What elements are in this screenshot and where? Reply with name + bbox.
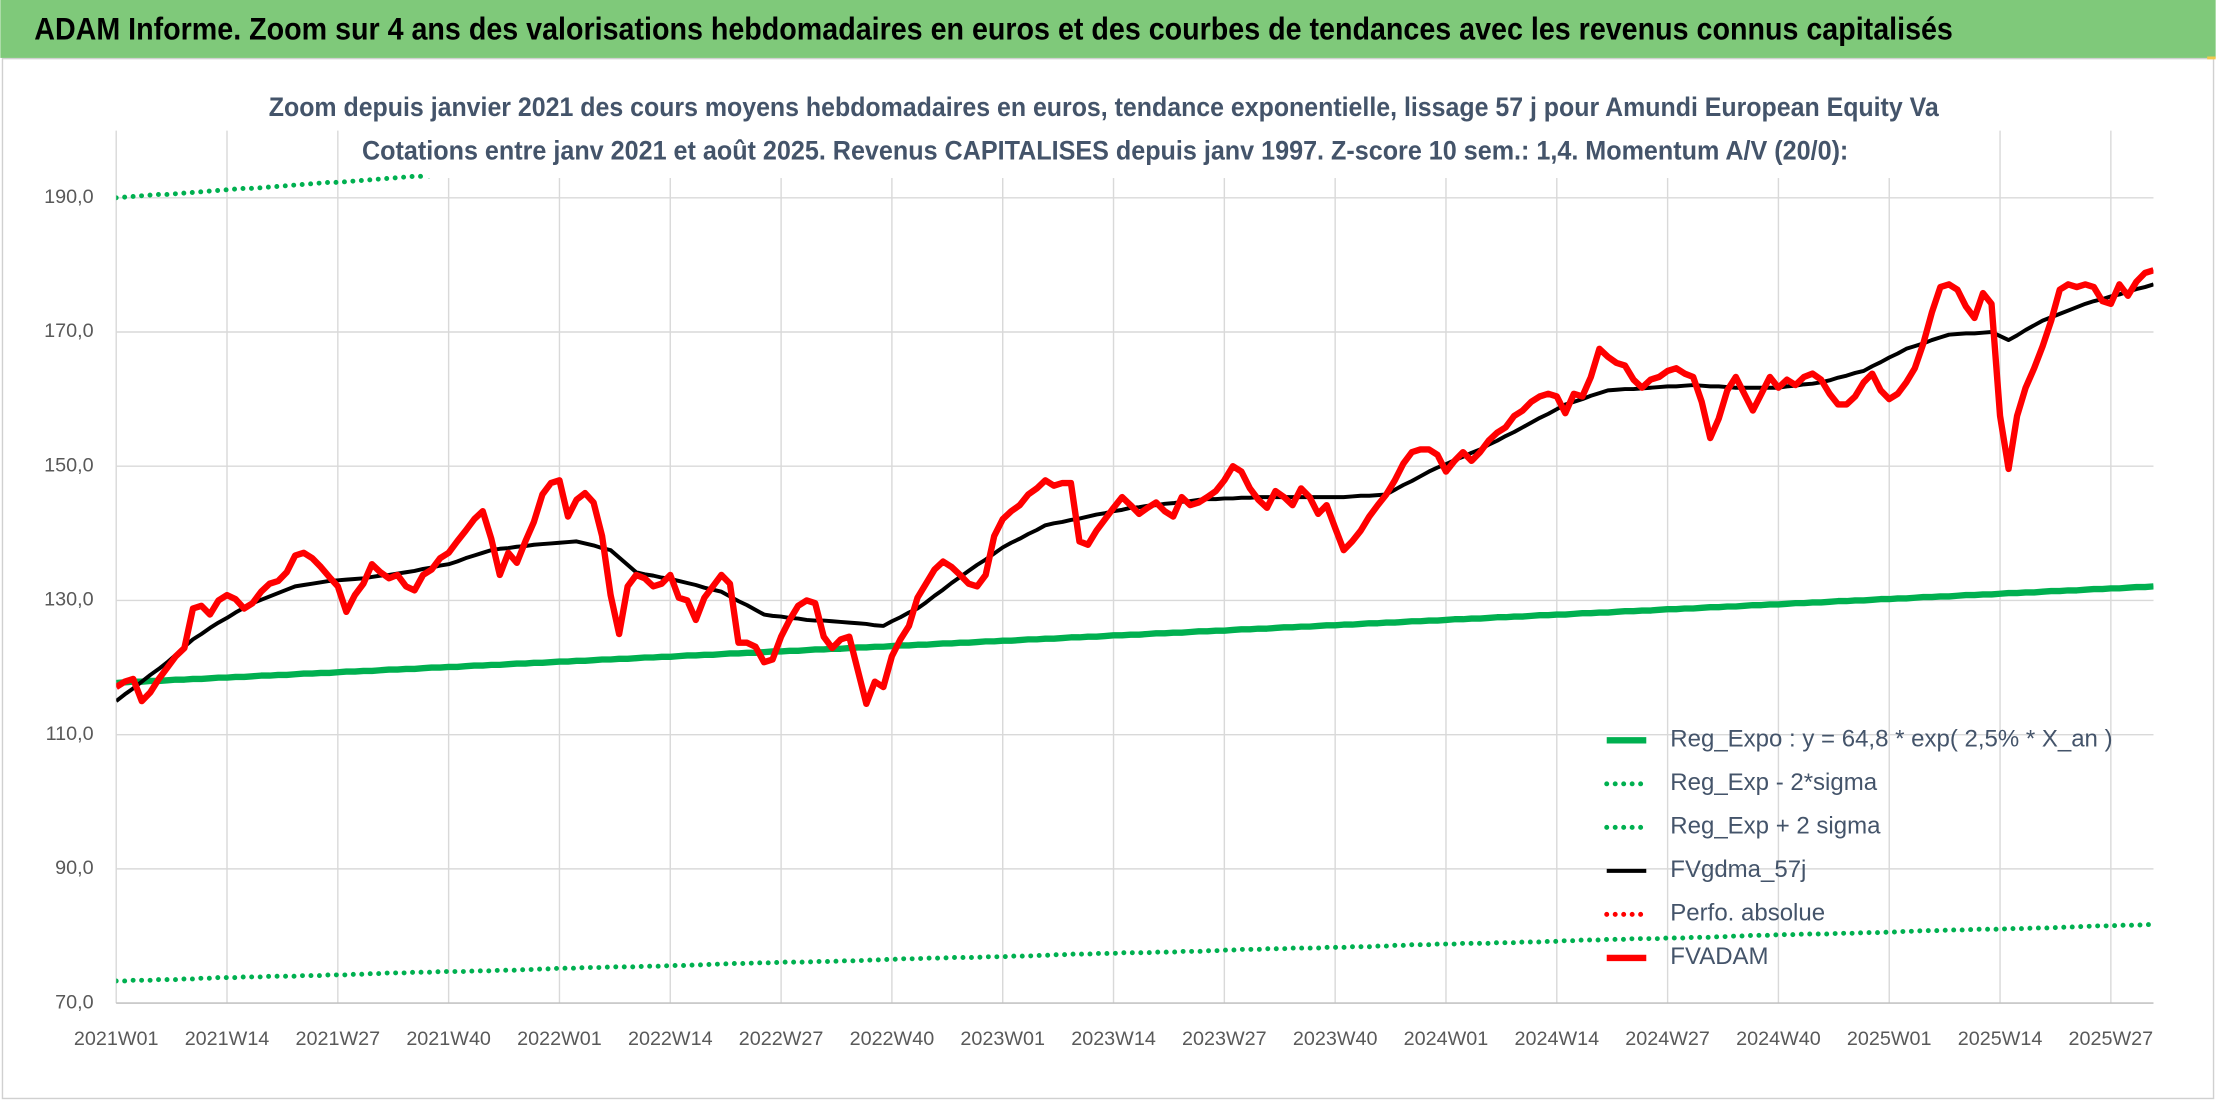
x-tick-label: 2024W40 (1736, 1028, 1821, 1050)
x-tick-label: 2023W40 (1293, 1028, 1378, 1050)
x-tick-label: 2024W14 (1514, 1028, 1599, 1050)
legend-label: Perfo. absolue (1670, 900, 1825, 927)
subtitle-background (424, 81, 1943, 179)
x-tick-label: 2023W14 (1071, 1028, 1156, 1050)
series-line (116, 922, 2154, 984)
x-tick-label: 2025W14 (1958, 1028, 2043, 1050)
x-tick-label: 2022W27 (739, 1028, 824, 1050)
plot-layer: 70,0 90,0 110,0 130,0 150,0 170,0 190,0 2021W01… (44, 130, 2154, 1050)
series-line (116, 267, 2154, 707)
title-banner (0, 0, 2216, 58)
x-tick-label: 2023W27 (1182, 1028, 1267, 1050)
x-tick-label: 2024W01 (1404, 1028, 1489, 1050)
x-tick-label: 2025W27 (2069, 1028, 2154, 1050)
legend-label: Reg_Exp - 2*sigma (1670, 769, 1877, 796)
legend-label: FVgdma_57j (1670, 856, 1806, 883)
legend-label: Reg_Exp + 2 sigma (1670, 813, 1881, 840)
x-tick-label: 2022W14 (628, 1028, 713, 1050)
x-tick-label: 2025W01 (1847, 1028, 1932, 1050)
y-tick-label: 150,0 (44, 454, 93, 476)
chart-subtitle-2: Cotations entre janv 2021 et août 2025. … (362, 136, 1848, 166)
series-line (116, 583, 2154, 687)
x-tick-label: 2021W01 (74, 1028, 159, 1050)
legend: Reg_Expo : y = 64,8 * exp( 2,5% * X_an )… (1604, 726, 2113, 970)
y-tick-label: 190,0 (44, 186, 93, 208)
y-tick-label: 70,0 (55, 991, 93, 1013)
x-tick-label: 2024W27 (1625, 1028, 1710, 1050)
x-tick-label: 2021W14 (185, 1028, 270, 1050)
x-tick-label: 2021W40 (406, 1028, 491, 1050)
x-tick-label: 2021W27 (296, 1028, 381, 1050)
y-tick-label: 130,0 (44, 589, 93, 611)
y-tick-label: 110,0 (46, 723, 94, 745)
chart-title: ADAM Informe. Zoom sur 4 ans des valoris… (34, 11, 1953, 46)
x-tick-label: 2023W01 (960, 1028, 1045, 1050)
y-tick-label: 170,0 (44, 320, 93, 342)
x-tick-label: 2022W40 (850, 1028, 935, 1050)
chart-subtitle: Zoom depuis janvier 2021 des cours moyen… (269, 92, 1940, 122)
x-tick-label: 2022W01 (517, 1028, 602, 1050)
legend-label: FVADAM (1670, 943, 1768, 970)
legend-label: Reg_Expo : y = 64,8 * exp( 2,5% * X_an ) (1670, 726, 2112, 753)
y-tick-label: 90,0 (55, 857, 93, 879)
